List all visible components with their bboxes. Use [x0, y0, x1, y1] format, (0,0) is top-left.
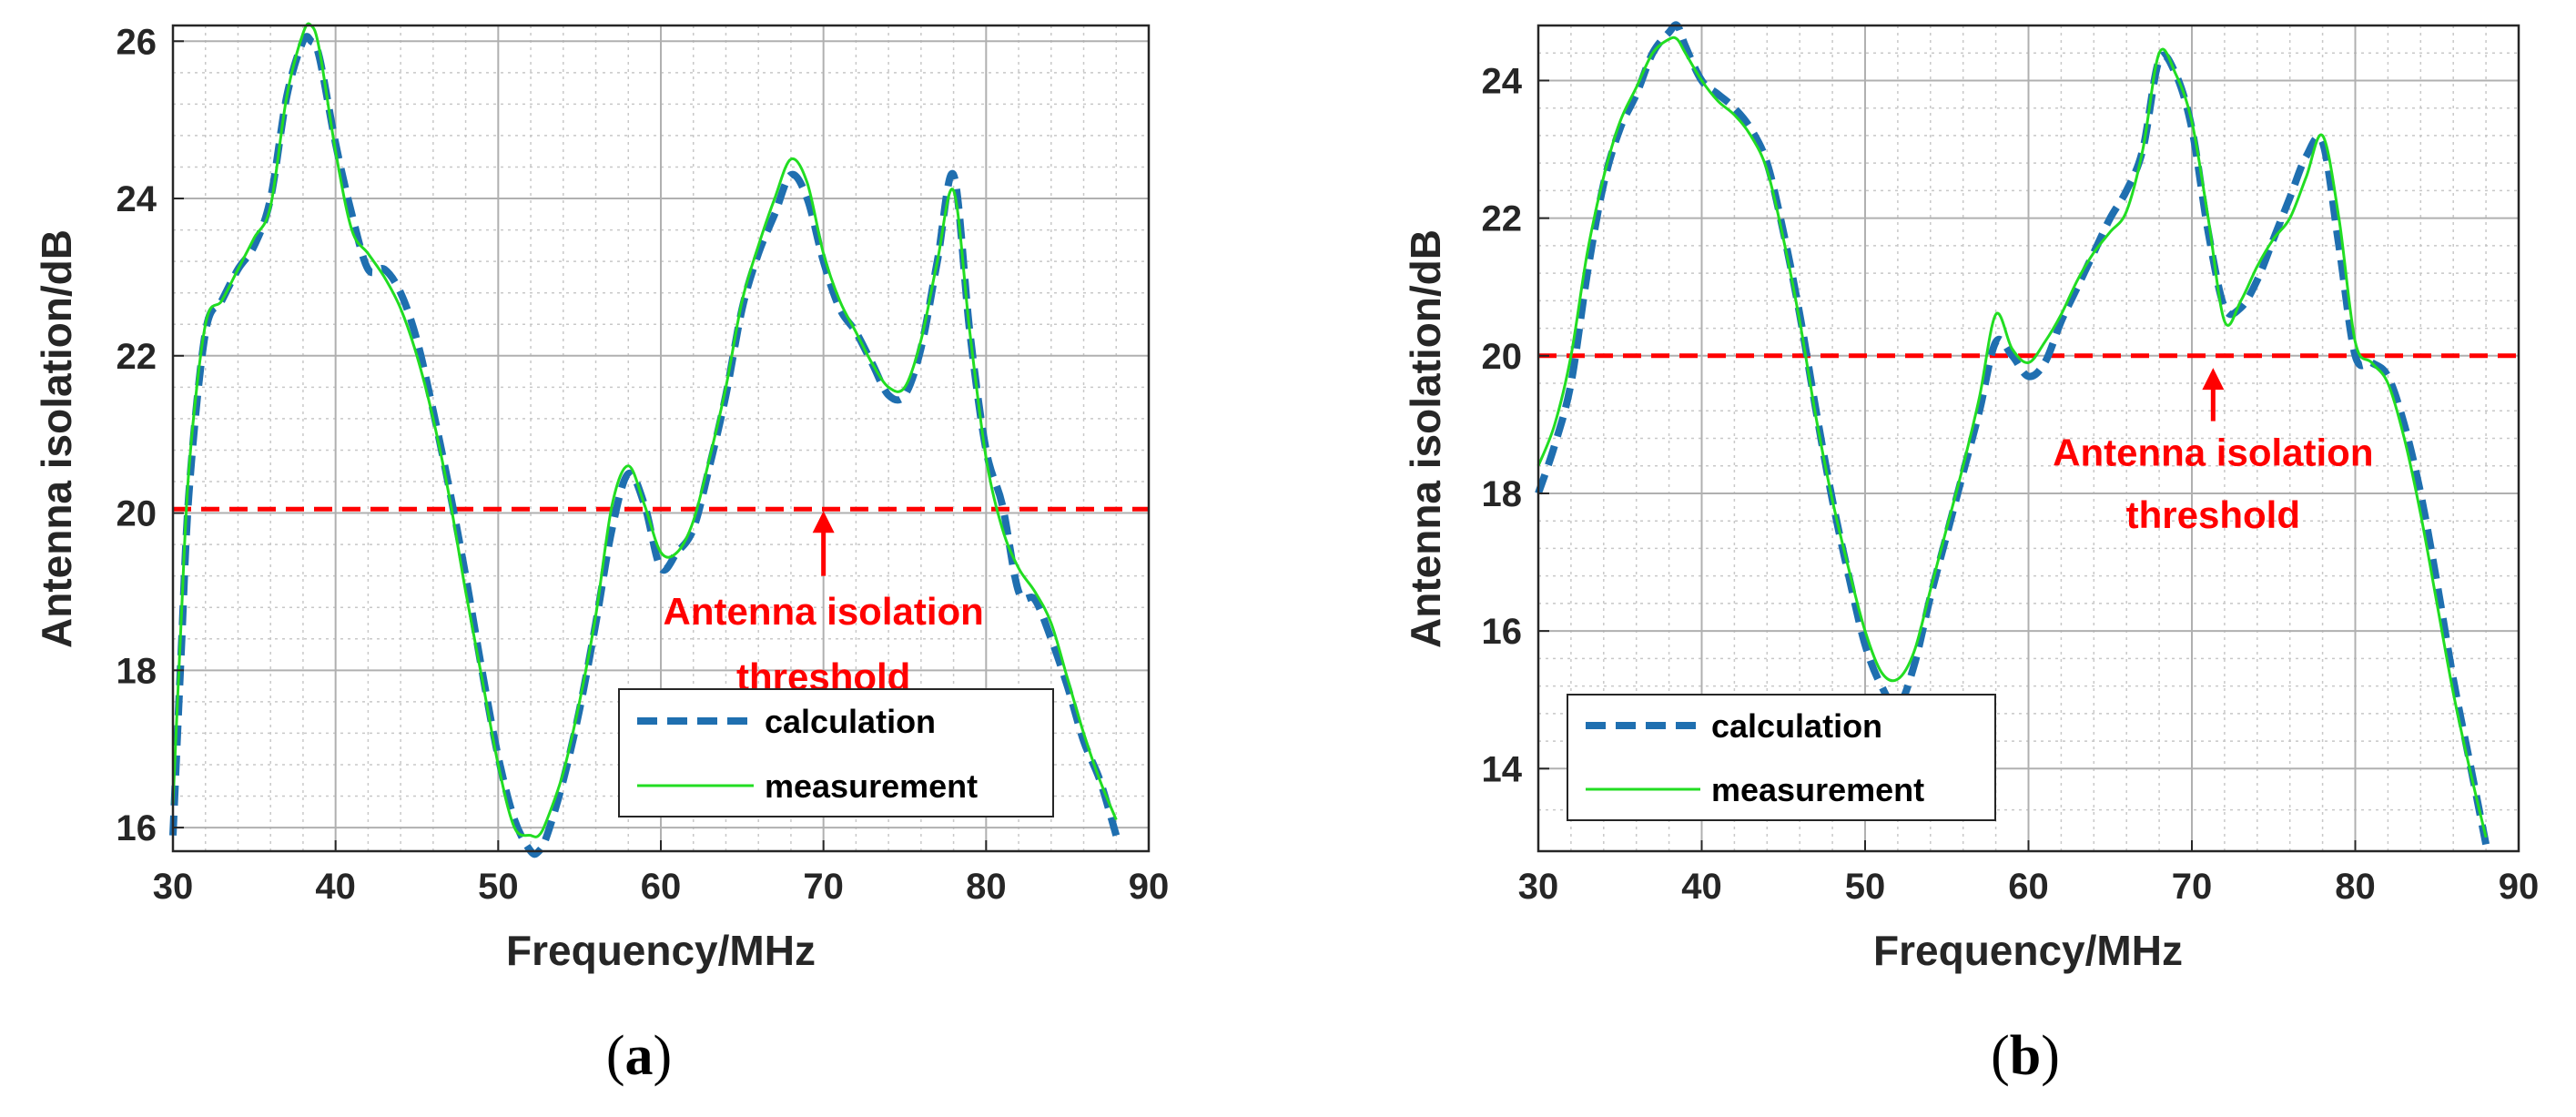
- chart-panel-b-y-axis-label: Antenna isolation/dB: [1402, 229, 1449, 648]
- chart-panel-b-legend-label-calculation: calculation: [1711, 707, 1882, 745]
- chart-panel-a-caption-close: ): [654, 1025, 673, 1087]
- chart-panel-a-series-calculation-line: [169, 33, 1121, 858]
- chart-panel-b-y-tick-label: 22: [1482, 199, 1523, 239]
- chart-panel-a-x-tick-label: 70: [803, 867, 844, 907]
- chart-panel-b-y-tick-label: 16: [1482, 612, 1523, 652]
- chart-panel-a-caption-open: (: [606, 1025, 625, 1087]
- chart-panel-a-x-tick-label: 30: [153, 867, 194, 907]
- chart-panel-b-x-tick-label: 80: [2335, 867, 2376, 907]
- chart-panel-b-series-measurement-line: [1536, 36, 2488, 838]
- chart-panel-b-caption-letter: b: [2010, 1025, 2041, 1087]
- chart-panel-a-y-axis-label: Antenna isolation/dB: [33, 229, 80, 648]
- chart-panel-b-series-calculation-line: [1535, 21, 2490, 846]
- chart-panel-a-y-tick-label: 16: [117, 808, 157, 848]
- chart-panel-b-x-tick-label: 40: [1681, 867, 1722, 907]
- chart-panel-b-y-tick-label: 24: [1482, 61, 1523, 101]
- chart-panel-a-x-tick-label: 90: [1129, 867, 1170, 907]
- chart-panel-b-legend: calculation measurement: [1567, 694, 1996, 821]
- chart-panel-b-x-tick-label: 90: [2499, 867, 2540, 907]
- chart-panel-a-legend-box: [618, 688, 1054, 817]
- chart-panel-a-caption-letter: a: [625, 1025, 654, 1087]
- chart-panel-b-legend-label-measurement: measurement: [1711, 771, 1924, 808]
- chart-panel-b-x-tick-label: 50: [1845, 867, 1886, 907]
- chart-panel-b-annotation-arrowhead: [2202, 368, 2225, 391]
- chart-panel-a-x-tick-label: 80: [966, 867, 1007, 907]
- chart-panel-a-y-tick-label: 18: [117, 651, 157, 691]
- chart-panel-b-x-axis-label: Frequency/MHz: [1873, 927, 2183, 974]
- chart-panel-a-legend-label-calculation: calculation: [765, 703, 936, 740]
- chart-panel-a-y-tick-label: 26: [117, 22, 157, 62]
- chart-panel-a-x-tick-label: 60: [641, 867, 682, 907]
- chart-panel-a-y-tick-label: 24: [117, 179, 157, 219]
- chart-panel-b-y-tick-label: 18: [1482, 474, 1523, 514]
- chart-panel-a-y-tick-label: 20: [117, 494, 157, 534]
- chart-panel-b-ticks: 30 40 50 60 70 80 90 14 16 18 20 22 24: [1482, 61, 2540, 907]
- chart-panel-a-annotation-line-1: Antenna isolation: [663, 590, 983, 633]
- chart-panel-b-caption-open: (: [1991, 1025, 2010, 1087]
- chart-panel-a-legend-label-measurement: measurement: [765, 767, 978, 805]
- chart-panel-a-lines: [169, 22, 1121, 858]
- chart-panel-b-caption-close: ): [2041, 1025, 2060, 1087]
- chart-panel-b-y-tick-label: 20: [1482, 337, 1523, 377]
- chart-panel-b-legend-box: [1567, 694, 1996, 821]
- chart-panel-b-annotation: Antenna isolation threshold: [2053, 368, 2374, 536]
- chart-panel-a-series-measurement-line: [171, 22, 1118, 838]
- chart-panel-b: 30 40 50 60 70 80 90 14 16 18 20 22 24 Antenna isola…: [1402, 21, 2540, 1087]
- chart-panel-b-x-tick-label: 60: [2008, 867, 2049, 907]
- chart-panel-a-x-tick-label: 40: [315, 867, 356, 907]
- chart-panel-b-x-tick-label: 30: [1518, 867, 1559, 907]
- chart-panel-b-annotation-line-1: Antenna isolation: [2053, 432, 2373, 474]
- chart-panel-b-x-tick-label: 70: [2172, 867, 2213, 907]
- chart-panel-a-x-tick-label: 50: [478, 867, 519, 907]
- chart-panel-a-legend: calculation measurement: [618, 688, 1054, 817]
- chart-panel-a-x-axis-label: Frequency/MHz: [506, 927, 816, 974]
- chart-panel-a-annotation-arrowhead: [812, 511, 835, 533]
- chart-panel-b-caption: (b): [1991, 1025, 2060, 1087]
- chart-panel-b-annotation-line-2: threshold: [2126, 493, 2300, 536]
- chart-panel-a-caption: (a): [606, 1025, 672, 1087]
- chart-panel-a-y-tick-label: 22: [117, 337, 157, 377]
- chart-panel-a-ticks: 30 40 50 60 70 80 90 16 18 20 22 24 26: [117, 22, 1170, 907]
- chart-panel-b-y-tick-label: 14: [1482, 749, 1523, 789]
- chart-panel-b-lines: [1535, 21, 2490, 846]
- chart-panel-a: 30 40 50 60 70 80 90 16 18 20 22 24 26 Antenna isola…: [33, 22, 1169, 1087]
